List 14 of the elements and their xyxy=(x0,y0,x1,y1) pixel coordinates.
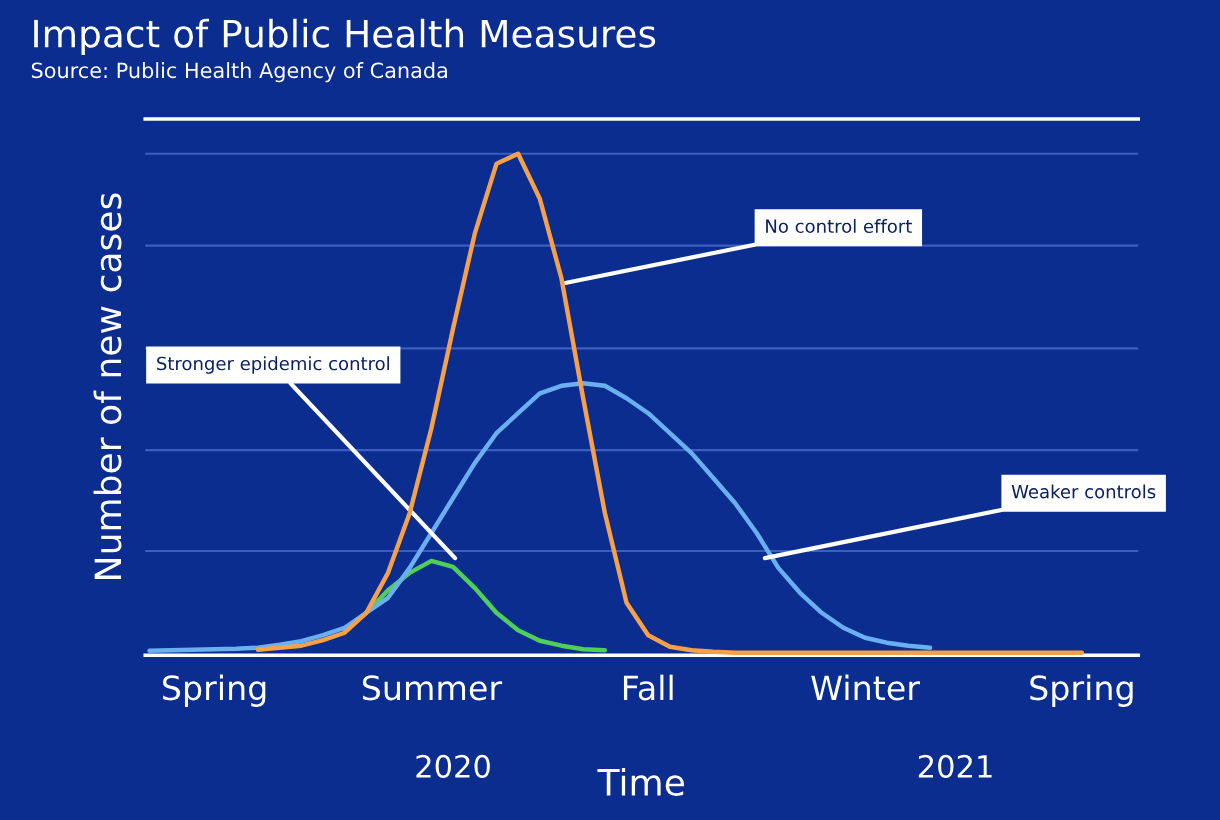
x-axis-title: Time xyxy=(597,768,684,796)
x-tick-label: Spring xyxy=(162,674,266,707)
annotation: Weaker controls xyxy=(1011,484,1156,499)
annotation: No control effort xyxy=(766,219,912,233)
text: 2021 xyxy=(918,754,992,778)
x-tick-label: Winter xyxy=(811,674,920,701)
text: 2020 xyxy=(416,754,490,778)
chart-subtitle: Source: Public Health Agency of Canada xyxy=(31,62,447,83)
annotation: Stronger epidemic control xyxy=(157,356,389,374)
y-axis-title: Number of new cases xyxy=(93,193,122,579)
chart-title: Impact of Public Health Measures xyxy=(34,18,656,56)
x-tick-label: Spring xyxy=(1030,674,1133,707)
x-tick-label: Summer xyxy=(362,675,503,701)
x-tick-label: Fall xyxy=(623,674,673,701)
